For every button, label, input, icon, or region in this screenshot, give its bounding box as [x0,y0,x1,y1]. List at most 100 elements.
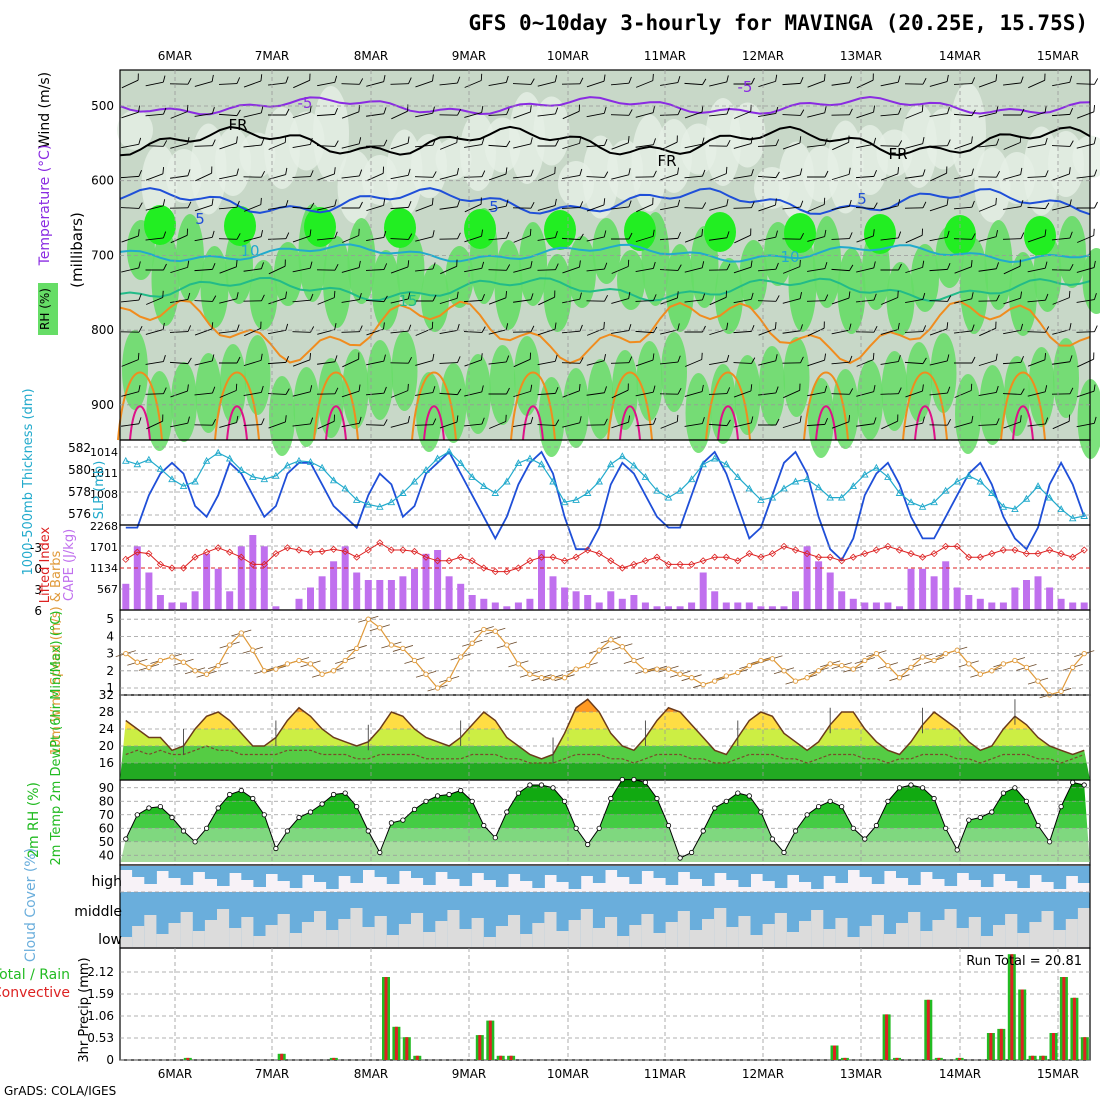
wind-barb [880,322,900,335]
wind-barb [268,167,288,180]
temp-contour-30 [522,405,544,441]
cloud-high-cell [277,866,291,881]
lifted-index-marker [826,553,834,561]
wind-barb [170,137,190,149]
wind-barb [169,357,192,365]
wind-barb [586,354,606,366]
wind-barb [194,107,215,117]
rh2m-marker [919,785,926,791]
thickness-line [125,450,1085,519]
wind-barb [758,418,780,426]
rh2m-marker [758,809,764,815]
precip-convective-bar [885,1014,889,1060]
pressure-tick-label: 900 [91,398,114,412]
cloud-low-cell [665,922,679,947]
cloud-high-cell [968,866,982,880]
wind10-marker [677,671,683,677]
wind10-marker [573,666,579,672]
precip-tick: 0 [106,1053,114,1067]
cape-bar [953,587,961,610]
wind10-tick: 3 [106,647,114,661]
cape-bar [387,580,395,610]
wind-barb [390,292,411,304]
cloud-low-cell [192,931,206,947]
temp-contour-25 [510,371,556,441]
thickness-marker [549,477,557,485]
wind-barb [170,260,190,274]
thickness-marker [595,477,603,485]
thickness-marker [849,482,858,490]
wind-barb [782,168,803,180]
lifted-index-marker [537,553,546,561]
wind-barb [659,108,682,116]
rh-moist-patch [440,363,467,443]
cloud-high-cell [253,866,266,887]
precip-tick: 0.53 [87,1031,114,1045]
wind-barb [929,419,952,426]
wind-barb [782,259,801,274]
wind-barb [1003,108,1025,116]
wind-barb [1027,202,1050,210]
wind-barb [881,290,899,305]
wind-barb [611,383,629,399]
wind-barb [170,228,188,244]
rh-moist-patch [911,244,939,312]
wind-barb [733,77,755,85]
wind-barb [929,198,949,212]
lifted-index-marker [237,553,245,561]
wind-barb [659,388,682,395]
thickness-marker [768,493,777,501]
cloud-low-cell [447,910,460,947]
wind-barb [267,232,290,240]
cloud-high-cell [495,866,509,887]
date-label-bottom: 11MAR [644,1067,686,1081]
cloud-low-cell [1077,908,1091,947]
wind-barb [488,387,510,395]
cloud-high-cell [896,866,909,878]
cloud-low-cell [908,912,921,947]
rh2m-marker [481,822,487,829]
cloud-high-cell [617,866,630,877]
wind-barb [635,138,656,148]
wind-barb [1076,78,1099,85]
cloud-high-cell [883,866,897,871]
rh2m-marker [712,805,718,811]
thickness-marker [757,495,765,503]
wind-barb [145,107,167,117]
wind10-marker [561,675,568,681]
wind-barb [979,321,997,337]
rh-saturated-patch [224,206,256,246]
lifted-index-marker [699,557,707,565]
wind-barb [1027,229,1047,243]
rh-moist-patch [274,242,302,306]
legend-total: Total / Rain [0,967,70,983]
cape-bar [595,602,603,610]
thickness-marker [884,472,892,480]
wind-barb [562,260,581,274]
wind-barb [292,137,313,149]
rh2m-tick: 50 [99,835,114,849]
wind-barb [709,107,730,117]
rh2m-marker [284,828,290,834]
lifted-index-marker [1069,553,1077,561]
thickness-marker [664,493,673,501]
rh2m-marker [1058,803,1064,810]
rh-moist-patch [176,214,204,302]
lifted-index-marker [584,546,592,554]
thickness-tick: 578 [68,485,91,499]
wind-barb [366,230,387,242]
wind-barb [1003,200,1024,210]
cape-bar [1023,580,1030,610]
lifted-index-marker [445,557,453,565]
wind-barb [880,107,902,117]
rh2m-marker [804,812,810,818]
wind-barb [856,293,877,303]
precip-convective-bar [937,1057,941,1060]
lifted-index-marker [145,550,153,558]
date-label-top: 6MAR [158,49,193,63]
cape-bar [745,602,753,610]
wind-barb [145,322,165,335]
wind10-marker [839,662,845,669]
wind-barb [512,202,535,209]
wind-barb [415,321,434,336]
